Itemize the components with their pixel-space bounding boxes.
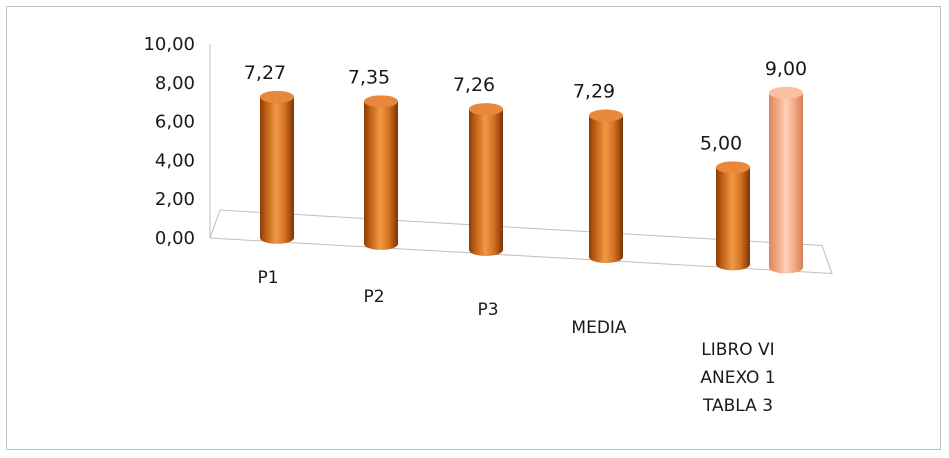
bar-2-top — [469, 103, 503, 116]
category-label: TABLA 3 — [702, 396, 773, 416]
floor-plane — [209, 209, 833, 275]
y-tick-label: 8,00 — [155, 73, 195, 94]
category-label: P1 — [257, 268, 278, 288]
category-label: ANEXO 1 — [700, 368, 775, 388]
bar-3 — [589, 109, 623, 263]
bar-0 — [260, 90, 294, 244]
data-label: 7,27 — [244, 62, 286, 84]
bar-0-top — [260, 90, 294, 103]
y-tick-label: 0,00 — [155, 228, 195, 249]
y-tick-label: 10,00 — [143, 34, 195, 55]
bar-4 — [716, 161, 750, 271]
y-tick-label: 6,00 — [155, 112, 195, 133]
category-label: P3 — [477, 300, 498, 320]
data-label-extra: 9,00 — [765, 58, 807, 80]
bar-0-body — [260, 96, 294, 244]
bar-4-body — [716, 167, 750, 271]
bar-3-body — [589, 115, 623, 263]
bar-extra-top — [769, 86, 803, 99]
bar-1-top — [364, 95, 398, 108]
data-label: 5,00 — [700, 132, 742, 154]
bar-1 — [364, 95, 398, 250]
bar-4-top — [716, 161, 750, 174]
bar-3-top — [589, 109, 623, 122]
category-label: P2 — [363, 287, 384, 307]
y-tick-label: 4,00 — [155, 150, 195, 171]
bar-extra-body — [769, 92, 803, 274]
y-tick-label: 2,00 — [155, 189, 195, 210]
data-label: 7,35 — [348, 66, 390, 88]
category-label: MEDIA — [571, 318, 627, 338]
bar-2 — [469, 103, 503, 257]
category-label: LIBRO VI — [701, 340, 774, 360]
data-label: 7,26 — [453, 74, 495, 96]
data-label: 7,29 — [573, 81, 615, 103]
bar-1-body — [364, 101, 398, 250]
bar-2-body — [469, 109, 503, 257]
bar-extra — [769, 86, 803, 274]
